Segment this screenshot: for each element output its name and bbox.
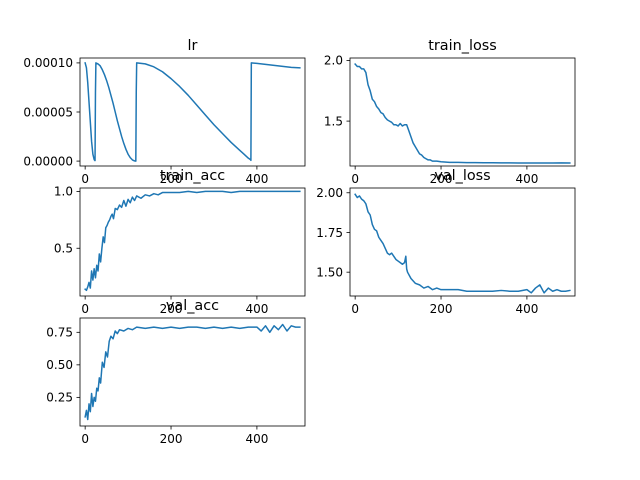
lr-xtick-label: 0 [81, 172, 89, 186]
train_loss-ytick-label: 2.0 [324, 54, 343, 68]
subplot-val_acc: 0 200 400 0.25 0.50 0.75 val_acc [46, 298, 306, 446]
subplot-val_loss: 0 200 400 1.50 1.75 2.00 val_loss [316, 168, 576, 316]
val_acc-axes-frame [79, 317, 306, 427]
train_acc-series-line [84, 190, 301, 292]
lr-ytick-label: 0.00010 [23, 56, 73, 70]
val_loss-xtick-label: 200 [430, 302, 453, 316]
lr-axes-frame [79, 57, 306, 167]
subplot-lr: 0 200 400 0.00000 0.00005 0.00010 lr [23, 38, 306, 186]
val_acc-xtick-label: 400 [245, 432, 268, 446]
train_acc-axes-frame [79, 187, 306, 297]
val_acc-title: val_acc [166, 298, 219, 314]
val_acc-series-line [84, 323, 301, 421]
train_acc-title: train_acc [160, 168, 225, 184]
lr-series-line [84, 61, 301, 162]
train_loss-axes-frame [349, 57, 576, 167]
train_acc-xtick-label: 400 [245, 302, 268, 316]
subplot-train_acc: 0 200 400 0.5 1.0 train_acc [54, 168, 306, 316]
val_loss-series-line [354, 193, 571, 294]
lr-ytick-label: 0.00005 [23, 105, 73, 119]
train_loss-title: train_loss [428, 38, 497, 54]
val_acc-xtick-label: 200 [160, 432, 183, 446]
lr-title: lr [188, 38, 198, 54]
train_acc-ytick-label: 0.5 [54, 242, 73, 256]
val_loss-ytick-label: 2.00 [316, 186, 343, 200]
val_loss-title: val_loss [434, 168, 490, 184]
val_acc-ytick-label: 0.25 [46, 391, 73, 405]
val_acc-ytick-label: 0.50 [46, 358, 73, 372]
val_loss-xtick-label: 400 [515, 302, 538, 316]
train_loss-xtick-label: 200 [430, 172, 453, 186]
subplot-train_loss: 0 200 400 1.5 2.0 train_loss [324, 38, 576, 186]
lr-ytick-label: 0.00000 [23, 154, 73, 168]
val_acc-xtick-label: 0 [81, 432, 89, 446]
train_loss-xtick-label: 400 [515, 172, 538, 186]
train_loss-xtick-label: 0 [351, 172, 359, 186]
val_loss-ytick-label: 1.75 [316, 226, 343, 240]
val_loss-xtick-label: 0 [351, 302, 359, 316]
lr-xtick-label: 400 [245, 172, 268, 186]
lr-xtick-label: 200 [160, 172, 183, 186]
train_acc-xtick-label: 200 [160, 302, 183, 316]
train_acc-xtick-label: 0 [81, 302, 89, 316]
train_loss-series-line [354, 63, 571, 164]
val_acc-ytick-label: 0.75 [46, 326, 73, 340]
val_loss-axes-frame [349, 187, 576, 297]
train_acc-ytick-label: 1.0 [54, 185, 73, 199]
val_loss-ytick-label: 1.50 [316, 265, 343, 279]
train_loss-ytick-label: 1.5 [324, 114, 343, 128]
